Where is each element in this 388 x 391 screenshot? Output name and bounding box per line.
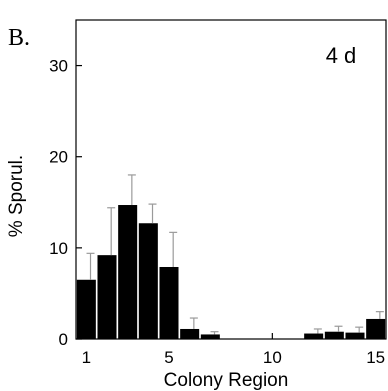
- bar-region-4: [138, 223, 158, 339]
- plot-frame: [75, 19, 387, 340]
- chart-annotation: 4 d: [326, 43, 357, 68]
- y-tick-label-0: 0: [59, 330, 68, 349]
- bar-region-2: [97, 255, 117, 339]
- x-axis-label: Colony Region: [164, 370, 289, 391]
- x-ticks-group: 1 5 10 15: [82, 333, 385, 367]
- x-tick-label-10: 10: [263, 348, 282, 367]
- y-ticks-group: 0 10 20 30: [49, 57, 82, 349]
- x-tick-label-5: 5: [164, 348, 173, 367]
- bar-region-14: [345, 332, 365, 339]
- bar-region-13: [324, 331, 344, 339]
- y-tick-label-10: 10: [49, 239, 68, 258]
- bar-region-6: [180, 328, 200, 339]
- x-tick-label-1: 1: [82, 348, 91, 367]
- chart-axes: [75, 19, 387, 340]
- error-bars-group: [86, 174, 384, 335]
- x-tick-label-15: 15: [366, 348, 385, 367]
- panel-label: B.: [8, 25, 30, 51]
- bars-group: [76, 205, 386, 339]
- bar-region-3: [118, 205, 138, 339]
- y-axis-label: % Sporul.: [6, 155, 27, 237]
- bar-region-12: [304, 333, 324, 339]
- y-tick-label-30: 30: [49, 57, 68, 76]
- bar-region-7: [200, 334, 220, 339]
- bar-region-15: [366, 318, 386, 339]
- bar-region-5: [159, 266, 179, 339]
- bar-region-1: [76, 279, 96, 339]
- y-tick-label-20: 20: [49, 148, 68, 167]
